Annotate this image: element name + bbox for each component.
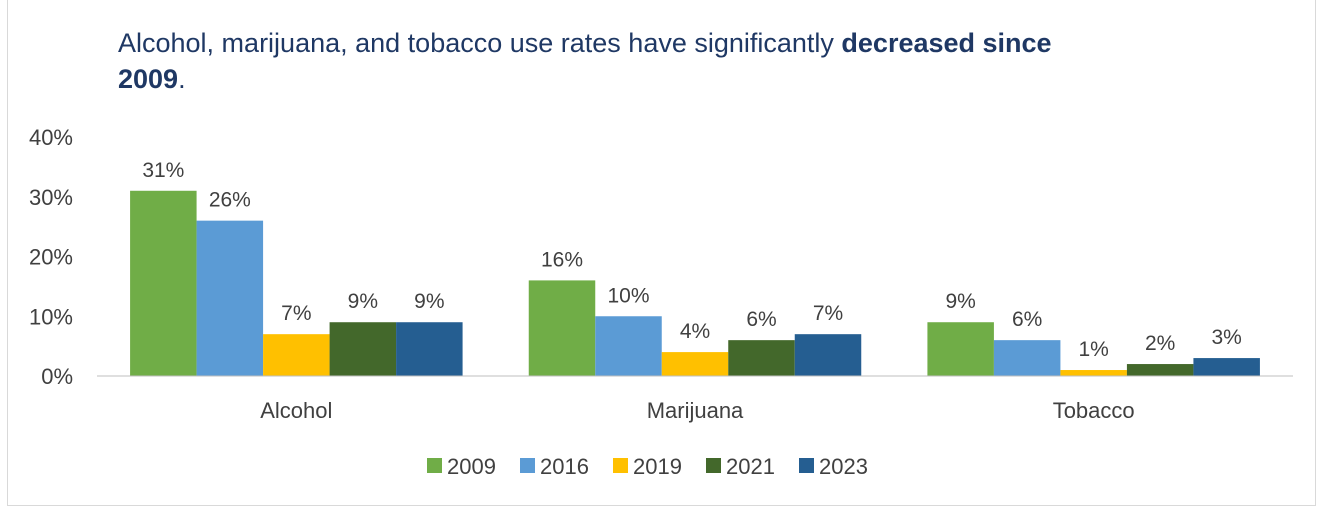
bar-alcohol-2021 bbox=[329, 322, 397, 376]
bar-alcohol-2023 bbox=[396, 322, 463, 376]
chart-title: Alcohol, marijuana, and tobacco use rate… bbox=[118, 28, 1052, 94]
data-label-alcohol-2021: 9% bbox=[348, 290, 378, 313]
chart-title-bold2: 2009 bbox=[118, 64, 178, 94]
data-label-marijuana-2009: 16% bbox=[541, 248, 583, 271]
category-label-alcohol: Alcohol bbox=[260, 398, 332, 423]
legend-swatch-2009 bbox=[427, 458, 442, 473]
bar-tobacco-2009 bbox=[927, 322, 994, 376]
category-label-marijuana: Marijuana bbox=[647, 398, 744, 423]
bar-marijuana-2016 bbox=[595, 316, 662, 376]
y-axis-ticks: 0% 10% 20% 30% 40% bbox=[29, 125, 73, 389]
bar-marijuana-2009 bbox=[528, 280, 596, 376]
legend-swatch-2023 bbox=[799, 458, 814, 473]
bar-marijuana-2023 bbox=[794, 334, 862, 376]
legend-label-2021: 2021 bbox=[726, 454, 775, 479]
bar-tobacco-2023 bbox=[1193, 358, 1260, 376]
bar-alcohol-2019 bbox=[263, 334, 330, 376]
category-labels: Alcohol Marijuana Tobacco bbox=[260, 398, 1134, 423]
bars-group bbox=[130, 190, 1260, 376]
data-label-alcohol-2023: 9% bbox=[414, 290, 444, 313]
bar-marijuana-2021 bbox=[728, 340, 795, 376]
data-label-marijuana-2019: 4% bbox=[680, 320, 710, 343]
bar-chart: Alcohol, marijuana, and tobacco use rate… bbox=[29, 28, 1293, 479]
bar-tobacco-2016 bbox=[993, 340, 1061, 376]
chart-frame: Alcohol, marijuana, and tobacco use rate… bbox=[7, 0, 1316, 506]
y-tick-label: 30% bbox=[29, 185, 73, 210]
chart-title-bold1: decreased since bbox=[841, 28, 1051, 58]
data-label-tobacco-2023: 3% bbox=[1211, 326, 1241, 349]
bar-tobacco-2021 bbox=[1126, 364, 1194, 376]
data-label-tobacco-2021: 2% bbox=[1145, 332, 1175, 355]
bar-alcohol-2009 bbox=[130, 190, 197, 376]
y-tick-label: 0% bbox=[41, 364, 73, 389]
data-label-tobacco-2019: 1% bbox=[1078, 338, 1108, 361]
data-label-tobacco-2016: 6% bbox=[1012, 308, 1042, 331]
bar-marijuana-2019 bbox=[661, 352, 729, 376]
legend-label-2009: 2009 bbox=[447, 454, 496, 479]
data-label-alcohol-2016: 26% bbox=[209, 189, 251, 212]
y-tick-label: 20% bbox=[29, 245, 73, 270]
data-label-marijuana-2021: 6% bbox=[746, 308, 776, 331]
data-label-tobacco-2009: 9% bbox=[945, 290, 975, 313]
legend-swatch-2016 bbox=[520, 458, 535, 473]
data-label-marijuana-2016: 10% bbox=[607, 284, 649, 307]
legend: 2009 2016 2019 2021 2023 bbox=[427, 454, 868, 479]
legend-swatch-2021 bbox=[706, 458, 721, 473]
y-tick-label: 10% bbox=[29, 304, 73, 329]
legend-swatch-2019 bbox=[613, 458, 628, 473]
data-label-alcohol-2009: 31% bbox=[142, 159, 184, 182]
legend-label-2023: 2023 bbox=[819, 454, 868, 479]
legend-label-2019: 2019 bbox=[633, 454, 682, 479]
data-label-alcohol-2019: 7% bbox=[281, 302, 311, 325]
legend-label-2016: 2016 bbox=[540, 454, 589, 479]
data-labels-group: 31% 26% 7% 9% 9% 16% 10% 4% 6% 7% 9% 6% 1% 2% 3% bbox=[142, 159, 1242, 361]
chart-title-end: . bbox=[178, 64, 186, 94]
bar-tobacco-2019 bbox=[1060, 370, 1127, 376]
chart-title-line1: Alcohol, marijuana, and tobacco use rate… bbox=[118, 28, 841, 58]
category-label-tobacco: Tobacco bbox=[1053, 398, 1135, 423]
y-tick-label: 40% bbox=[29, 125, 73, 150]
data-label-marijuana-2023: 7% bbox=[813, 302, 843, 325]
bar-alcohol-2016 bbox=[196, 220, 264, 376]
